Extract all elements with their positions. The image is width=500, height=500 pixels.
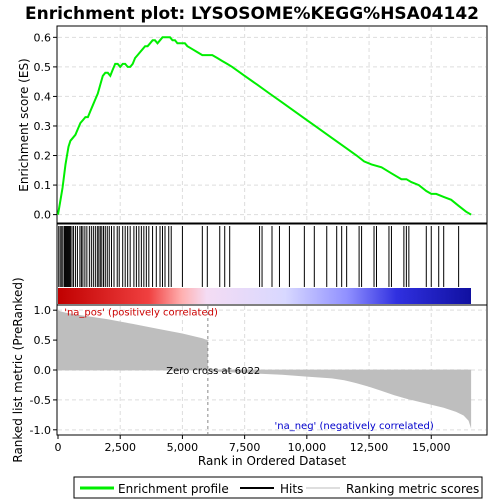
metric-annotation: 'na_pos' (positively correlated) [64, 307, 218, 318]
legend-hits-label: Hits [280, 482, 303, 496]
chart-title: Enrichment plot: LYSOSOME%KEGG%HSA04142 [25, 4, 479, 24]
metric-y-axis-ticks: -1.0 -0.5 0.0 0.5 1.0 [30, 304, 57, 437]
metric-annotations: 'na_pos' (positively correlated) Zero cro… [64, 307, 434, 432]
x-axis-label: Rank in Ordered Dataset [198, 454, 346, 468]
x-tick-label: 10,000 [288, 441, 327, 454]
es-y-tick-label: 0.6 [34, 31, 52, 44]
metric-panel: -1.0 -0.5 0.0 0.5 1.0 0 2,500 5,000 7,500 10,000… [11, 277, 488, 468]
es-y-tick-label: 0.5 [34, 61, 52, 74]
metric-y-tick-label: -1.0 [30, 424, 51, 437]
x-tick-label: 12,500 [350, 441, 389, 454]
hit-markers [58, 226, 460, 287]
hits-panel [56, 223, 488, 306]
legend-ranking-label: Ranking metric scores [346, 482, 479, 496]
es-y-tick-label: 0.0 [34, 209, 52, 222]
es-y-tick-label: 0.1 [34, 179, 52, 192]
ranking-metric-area [58, 310, 472, 429]
es-y-axis-label: Enrichment score (ES) [17, 58, 31, 191]
x-tick-label: 2,500 [104, 441, 136, 454]
x-tick-label: 15,000 [412, 441, 451, 454]
es-panel: 0.0 0.1 0.2 0.3 0.4 0.5 0.6 Enrichment score (… [17, 25, 488, 224]
metric-annotation: Zero cross at 6022 [166, 366, 260, 377]
x-tick-label: 7,500 [229, 441, 261, 454]
x-tick-label: 5,000 [167, 441, 199, 454]
x-tick-label: 0 [55, 441, 62, 454]
ranked-list-color-bar [58, 288, 471, 304]
metric-y-tick-label: 0.5 [34, 334, 52, 347]
es-panel-frame [56, 25, 488, 224]
metric-x-axis-ticks: 0 2,500 5,000 7,500 10,000 12,500 15,000 [55, 435, 451, 454]
legend-enrichment-label: Enrichment profile [118, 482, 229, 496]
legend-frame [73, 476, 483, 499]
legend: Enrichment profile Hits Ranking metric s… [73, 476, 483, 499]
es-y-tick-label: 0.3 [34, 120, 52, 133]
metric-y-axis-label: Ranked list metric (PreRanked) [11, 277, 25, 462]
es-y-axis-ticks: 0.0 0.1 0.2 0.3 0.4 0.5 0.6 [34, 31, 57, 222]
es-y-tick-label: 0.2 [34, 150, 52, 163]
es-y-tick-label: 0.4 [34, 90, 52, 103]
metric-y-tick-label: 0.0 [34, 364, 52, 377]
metric-annotation: 'na_neg' (negatively correlated) [274, 421, 433, 432]
metric-y-tick-label: 1.0 [34, 304, 52, 317]
metric-y-tick-label: -0.5 [30, 394, 51, 407]
enrichment-profile-line [57, 36, 472, 216]
